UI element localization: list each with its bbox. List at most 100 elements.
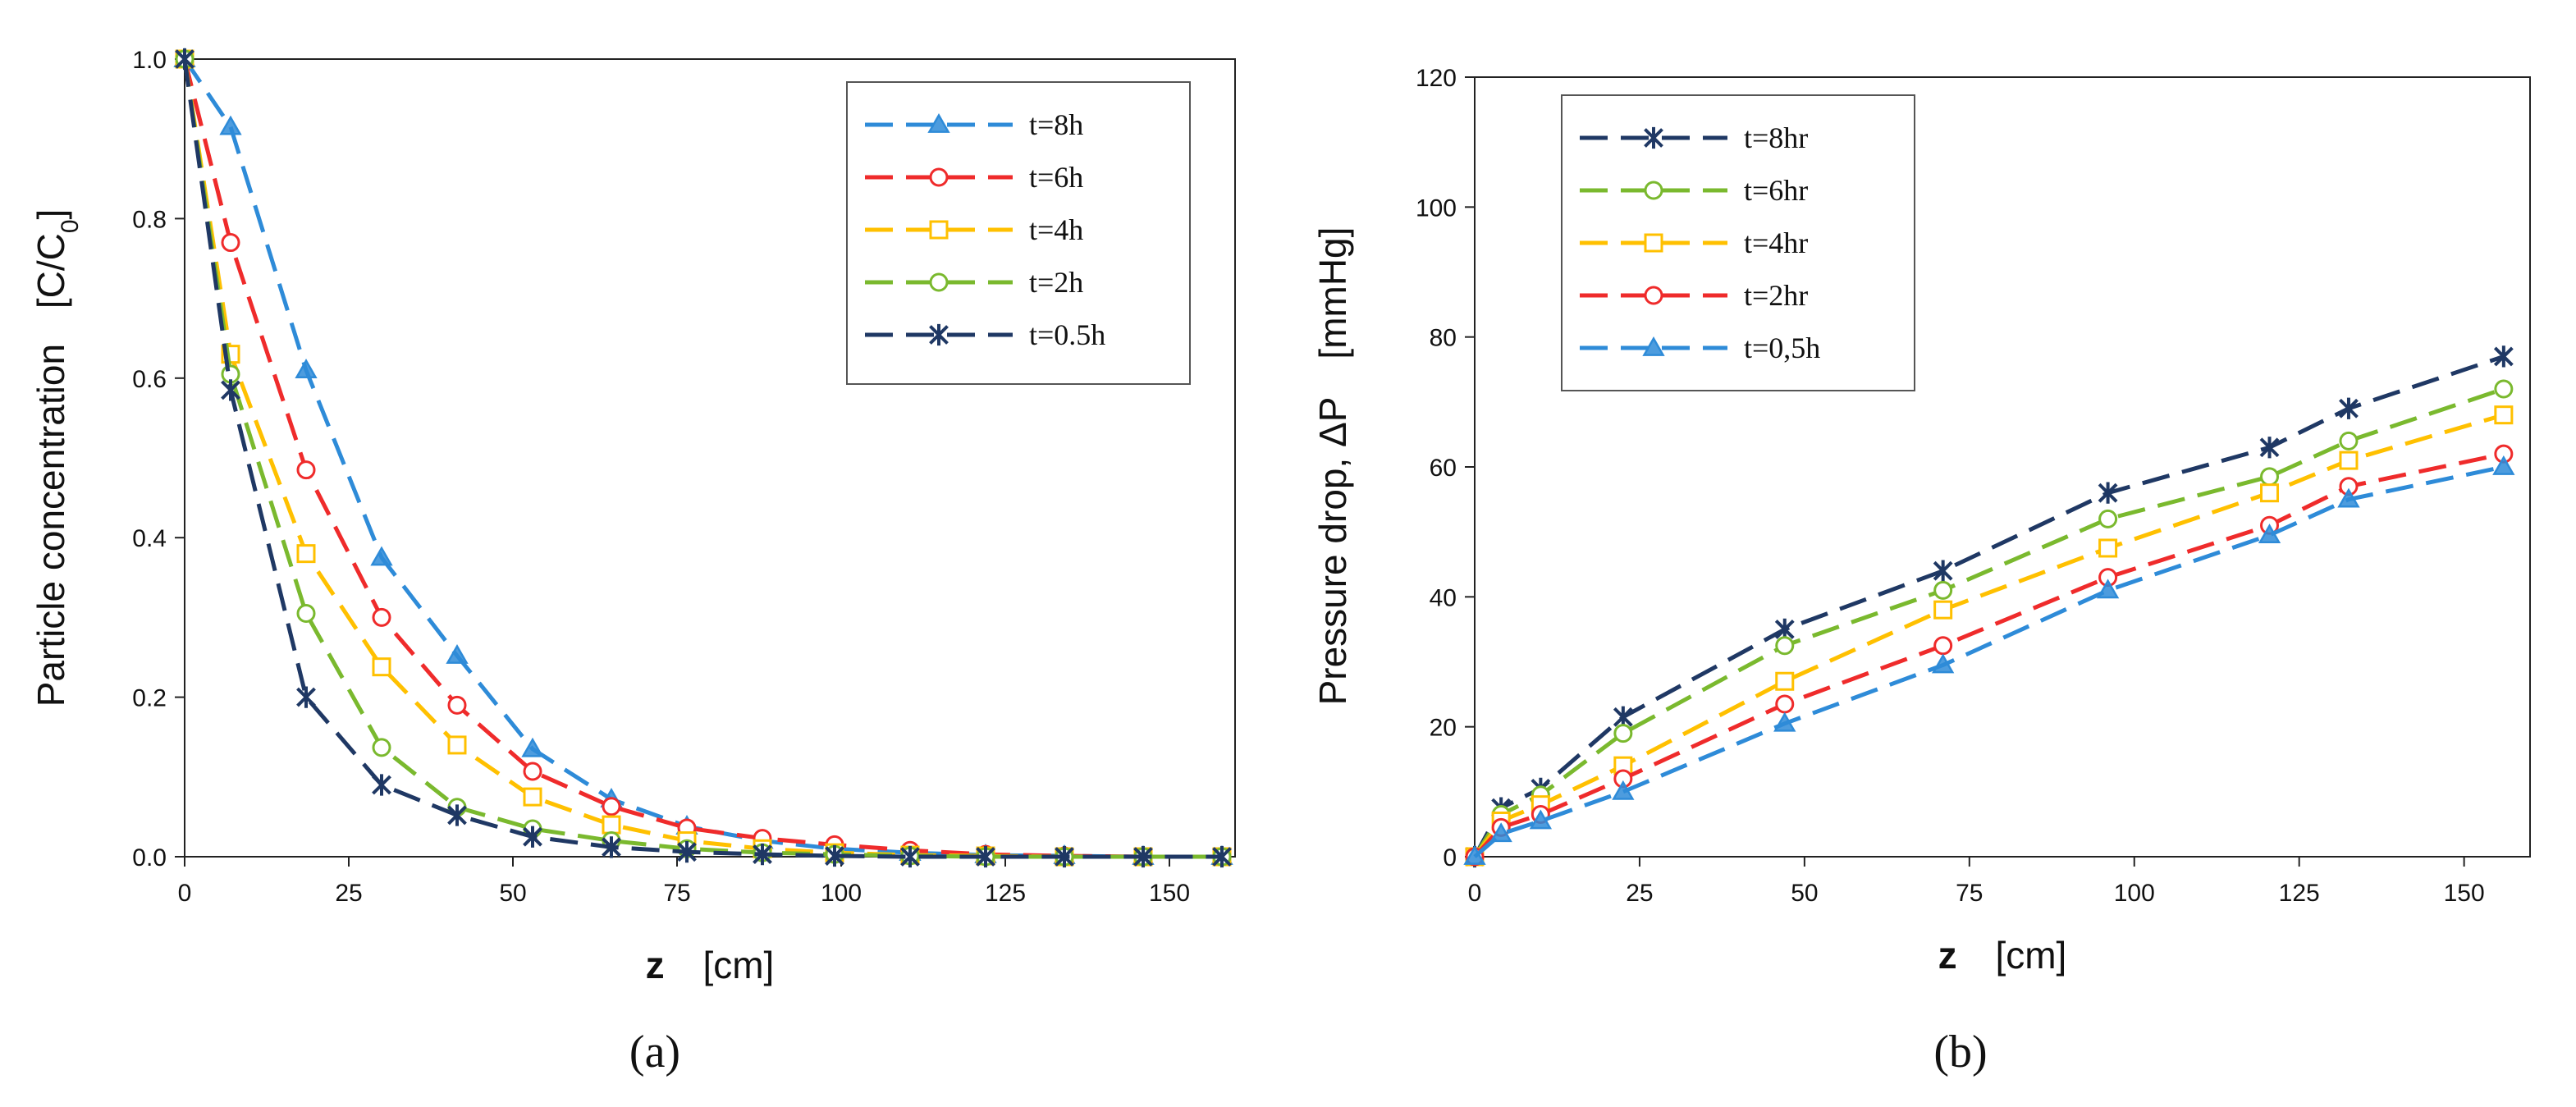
panel-b-ylabel: Pressure drop, ΔP [mmHg] [1311,227,1354,706]
a-data-point [296,686,316,708]
a-y-tick-label: 0.6 [132,366,167,393]
b-data-point [2098,509,2118,528]
panel-a-ylabel-main: Particle concentration [30,344,72,707]
a-data-point [295,359,318,378]
panel-b-xlabel: z [cm] [1938,934,2067,977]
a-data-point [446,644,469,664]
a-data-point [602,815,621,835]
a-x-tick-label: 25 [335,880,362,907]
a-x-tick-label: 125 [985,880,1026,907]
a-data-point [602,836,621,858]
a-data-point [521,737,544,757]
b-data-point [2258,524,2281,543]
b-data-point [1613,724,1633,743]
b-data-point [2260,467,2280,487]
b-x-tick-label: 0 [1468,880,1482,907]
b-data-point [2098,538,2118,558]
b-legend-label: t=4hr [1744,226,1808,259]
a-data-point [1055,845,1074,868]
b-y-tick-label: 60 [1430,455,1457,482]
a-x-tick-label: 150 [1149,880,1190,907]
a-legend-label: t=8h [1029,108,1083,141]
a-legend-label: t=4h [1029,213,1083,246]
b-data-point [2493,345,2514,368]
a-data-point [677,841,697,863]
a-legend-label: t=2h [1029,266,1083,299]
b-data-point [1933,636,1953,656]
panel-a-legend-box [846,81,1191,385]
a-legend-marker [929,167,949,187]
a-legend-entry: t=2h [865,266,1083,299]
b-data-point [2337,487,2360,508]
a-legend-marker [929,323,949,346]
b-series-line [1472,413,2505,858]
a-legend-label: t=0.5h [1029,318,1105,351]
b-data-point [2494,379,2514,399]
panel-a-ylabel: Particle concentration [C/C0] [30,209,84,707]
b-data-point [2339,397,2359,419]
a-legend-entry: t=8h [865,108,1083,141]
b-y-tick-label: 0 [1443,844,1457,871]
b-series-line [1473,451,2505,858]
a-data-point [370,546,393,566]
b-data-point [1773,711,1796,732]
b-y-tick-label: 20 [1430,715,1457,742]
b-series-line [1472,355,2505,858]
a-data-point [447,804,467,826]
panel-a-ylabel-unit-close: ] [30,209,72,220]
b-data-point [1933,560,1953,582]
a-legend-marker [929,220,949,240]
panel-a-ylabel-unit-open: [C/C [30,233,72,309]
b-legend-entry: t=8hr [1580,121,1808,154]
a-data-point [221,379,240,401]
b-legend-label: t=6hr [1744,174,1808,207]
b-legend-marker [1642,336,1665,356]
a-x-tick-label: 75 [663,880,690,907]
a-x-tick-label: 100 [821,880,862,907]
a-y-tick-label: 0.0 [132,844,167,871]
a-y-tick-label: 0.4 [132,525,167,552]
b-data-point [2494,405,2514,425]
panel-b-label: (b) [1933,1027,1987,1077]
a-series-t-0-5h [175,48,1232,868]
a-data-point [221,233,240,253]
a-data-point [296,604,316,624]
a-data-point [447,735,467,755]
a-legend-label: t=6h [1029,161,1083,194]
panel-b-legend-box [1561,94,1915,391]
b-legend-entry: t=6hr [1580,174,1808,207]
b-legend-marker [1644,126,1663,149]
b-legend-entry: t=2hr [1580,279,1808,312]
panel-a-label: (a) [629,1027,680,1077]
b-data-point [1933,580,1953,600]
a-legend-entry: t=4h [865,213,1083,246]
b-x-tick-label: 75 [1956,880,1983,907]
b-y-tick-label: 80 [1430,325,1457,352]
a-data-point [372,657,391,677]
b-data-point [1489,822,1512,843]
b-legend-marker [1644,181,1663,200]
b-x-tick-label: 50 [1791,880,1818,907]
b-data-point [1529,809,1553,830]
b-data-point [1463,844,1486,865]
b-legend-entry: t=4hr [1580,226,1808,259]
b-series-t-0-5h [1463,455,2515,865]
b-data-point [1612,780,1635,800]
b-data-point [2259,437,2280,459]
a-data-point [976,845,995,868]
b-data-point [2096,579,2120,599]
b-legend-entry: t=0,5h [1580,332,1820,364]
a-data-point [753,843,772,866]
panel-b-xlabel-unit: [cm] [1995,934,2066,977]
b-data-point [2492,455,2515,475]
panel-b-legend: t=8hr t=6hr t=4hr t=2hr t=0,5h [1561,94,1915,391]
b-y-tick-label: 40 [1430,584,1457,611]
b-data-point [1933,600,1953,620]
a-y-tick-label: 0.2 [132,685,167,712]
panel-a-xlabel-var: z [646,944,665,986]
a-data-point [296,544,316,564]
a-data-point [1133,845,1153,868]
b-data-point [2339,451,2359,470]
b-series-line [1472,387,2505,858]
